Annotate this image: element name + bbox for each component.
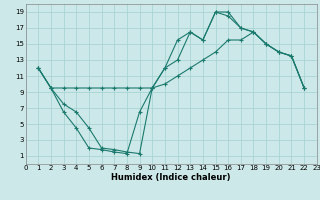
X-axis label: Humidex (Indice chaleur): Humidex (Indice chaleur): [111, 173, 231, 182]
